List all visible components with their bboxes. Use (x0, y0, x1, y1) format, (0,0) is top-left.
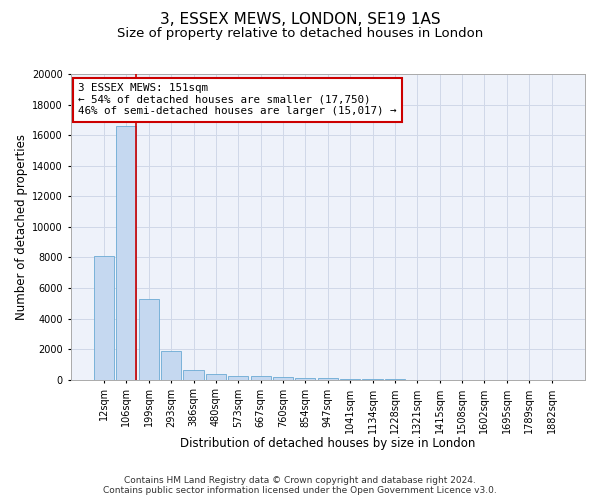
Bar (273, 377, 293, 380)
Text: Contains HM Land Registry data © Crown copyright and database right 2024.
Contai: Contains HM Land Registry data © Crown c… (103, 476, 497, 495)
Bar (295, 378, 316, 380)
Text: 3 ESSEX MEWS: 151sqm
← 54% of detached houses are smaller (17,750)
46% of semi-d: 3 ESSEX MEWS: 151sqm ← 54% of detached h… (78, 83, 397, 116)
Y-axis label: Number of detached properties: Number of detached properties (15, 134, 28, 320)
Bar (206, 374, 226, 380)
Bar (139, 298, 159, 380)
Text: Size of property relative to detached houses in London: Size of property relative to detached ho… (117, 28, 483, 40)
Bar (251, 376, 271, 380)
X-axis label: Distribution of detached houses by size in London: Distribution of detached houses by size … (180, 437, 475, 450)
Bar (161, 352, 181, 380)
Bar (340, 379, 360, 380)
Bar (184, 370, 203, 380)
Text: 3, ESSEX MEWS, LONDON, SE19 1AS: 3, ESSEX MEWS, LONDON, SE19 1AS (160, 12, 440, 28)
Bar (94, 256, 114, 380)
Bar (116, 126, 136, 380)
Bar (228, 376, 248, 380)
Bar (318, 378, 338, 380)
